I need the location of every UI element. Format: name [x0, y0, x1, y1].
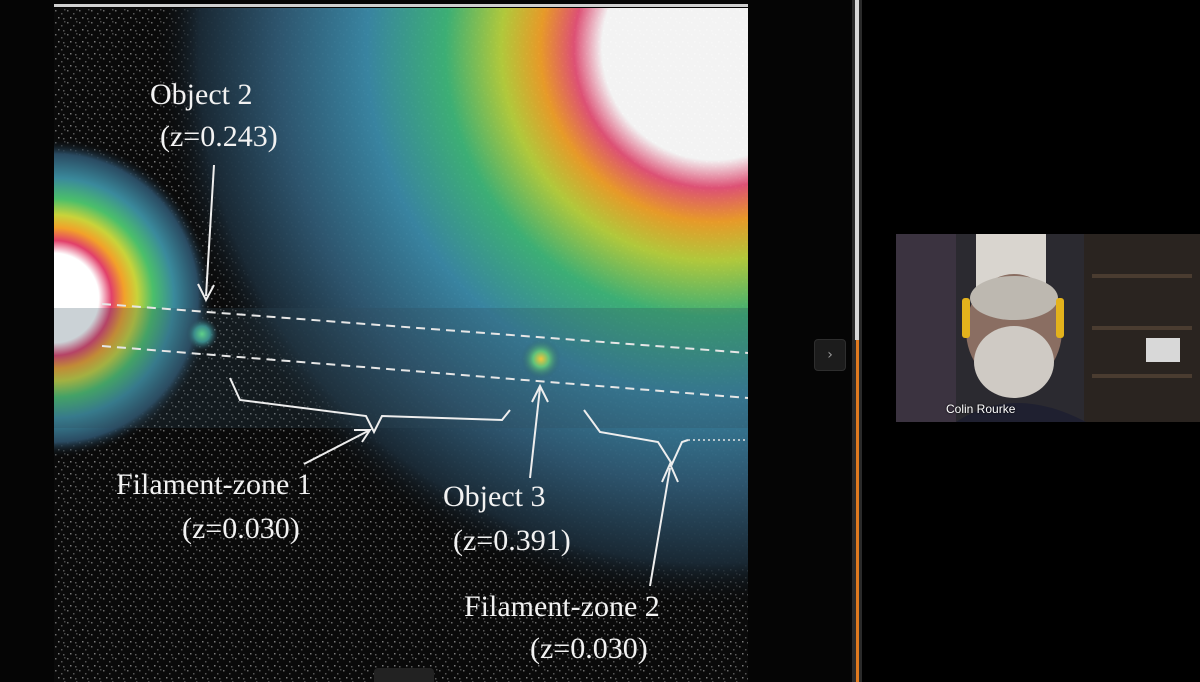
- annotation-arrows: [197, 164, 689, 587]
- slide-top-border: [54, 4, 748, 7]
- scrollbar-accent: [856, 340, 859, 682]
- object-3-label: Object 3: [443, 480, 546, 513]
- next-page-button[interactable]: ›: [814, 339, 846, 371]
- object-3-redshift: (z=0.391): [453, 524, 571, 557]
- filament-zone-1-redshift: (z=0.030): [182, 512, 300, 545]
- filament-zone-2-label: Filament-zone 2: [464, 590, 660, 623]
- object-2-redshift: (z=0.243): [160, 120, 278, 153]
- participant-name: Colin Rourke: [946, 402, 1016, 416]
- chevron-right-icon: ›: [827, 347, 833, 363]
- filament-zone-1-label: Filament-zone 1: [116, 468, 312, 501]
- participant-video-tile[interactable]: [896, 234, 1200, 422]
- filament-lines: [101, 303, 748, 441]
- bottom-toolbar-handle[interactable]: [374, 668, 434, 682]
- astronomy-image: [54, 8, 748, 682]
- shared-screen: Object 2 (z=0.243) Filament-zone 1 (z=0.…: [54, 4, 846, 682]
- object-3-blob: [521, 339, 561, 379]
- object-2-blob: [186, 318, 218, 350]
- participant-video: [896, 234, 1200, 422]
- filament-zone-2-redshift: (z=0.030): [530, 632, 648, 665]
- scrollbar-thumb[interactable]: [855, 0, 859, 340]
- object-2-label: Object 2: [150, 78, 253, 111]
- false-color-image: [54, 8, 748, 682]
